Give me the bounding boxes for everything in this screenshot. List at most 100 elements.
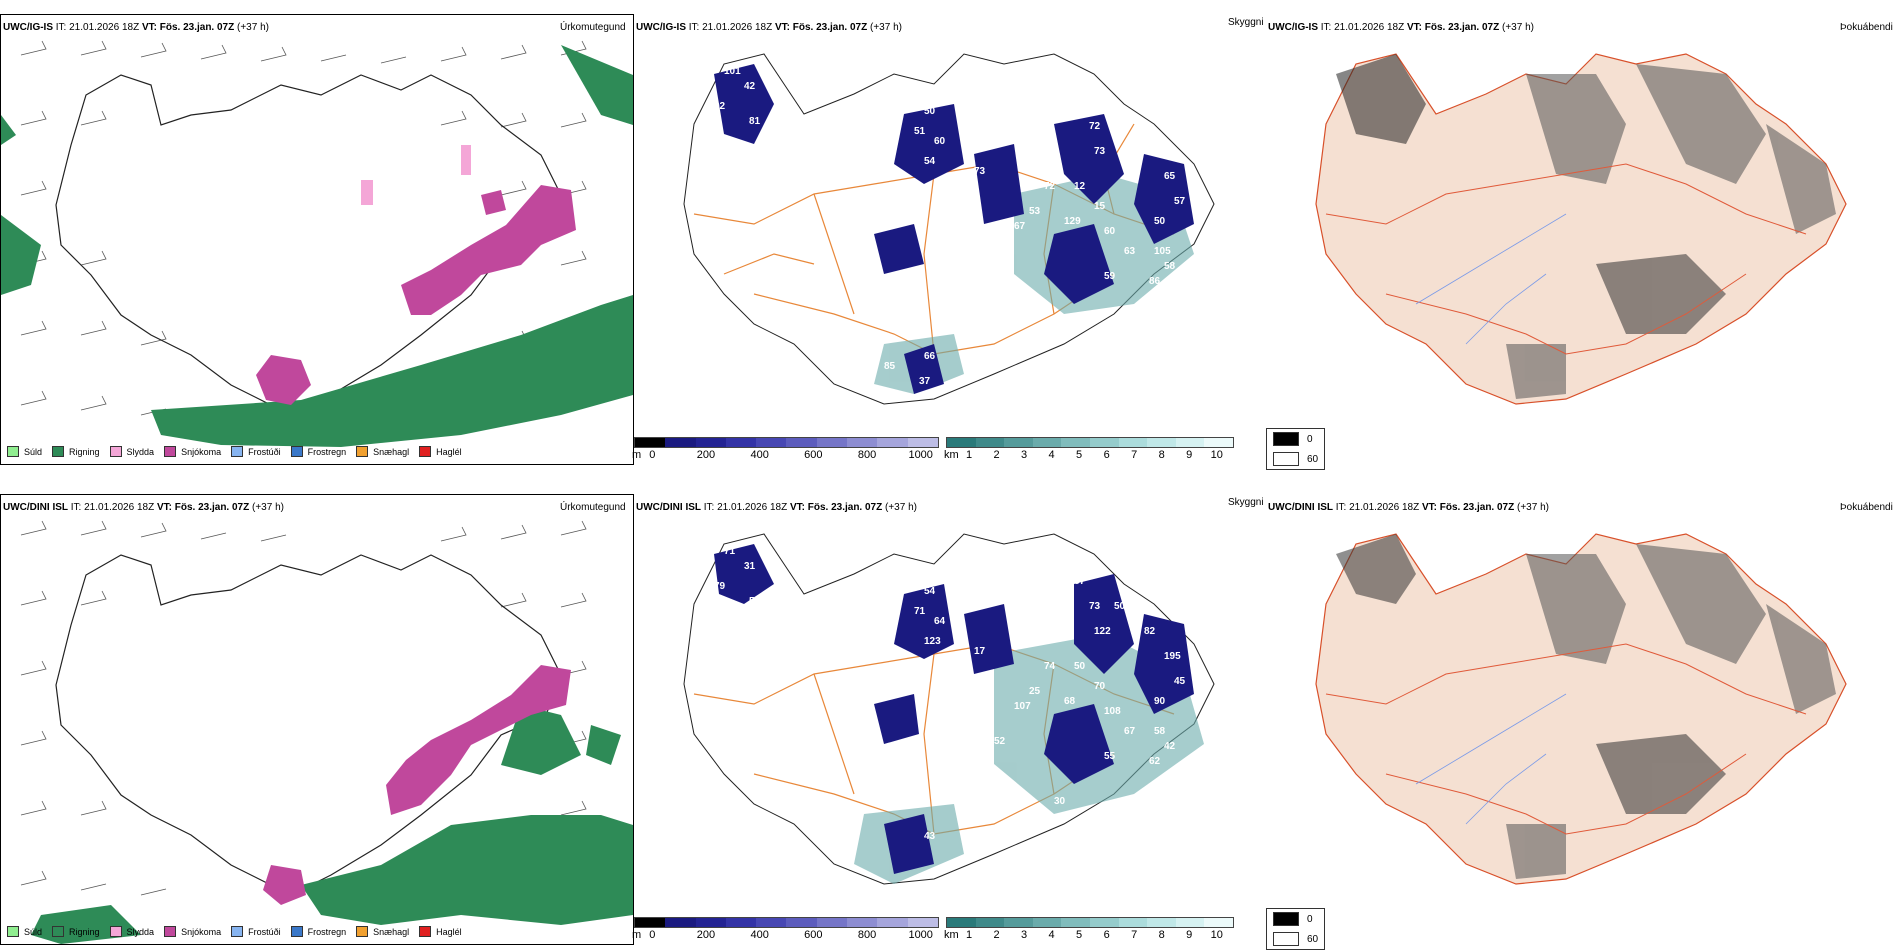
fog-legend-swatch <box>1273 432 1299 446</box>
colorbar-step <box>1089 918 1119 927</box>
colorbar-step <box>947 918 976 927</box>
colorbar-tick: 800 <box>857 449 877 461</box>
legend-swatch <box>419 446 432 457</box>
snow-areas <box>263 665 571 905</box>
vis-value-label: 72 <box>1174 766 1186 777</box>
vis-value-label: 15 <box>1094 201 1106 212</box>
precip-legend: Súld Rigning Slydda Snjókoma Frostúði Frostre… <box>7 446 462 457</box>
vis-title: Skyggni <box>1228 17 1264 28</box>
vis-value-label: 42 <box>744 81 756 92</box>
legend-item: Frostúði <box>231 926 281 937</box>
precip-map <box>1 40 633 447</box>
colorbar-step <box>1061 918 1090 927</box>
vis-value-label: 108 <box>1104 706 1121 717</box>
colorbar-step <box>695 918 726 927</box>
sleet-areas <box>361 145 471 205</box>
colorbar-gradient <box>946 437 1234 448</box>
vis-value-label: 87 <box>1034 156 1046 167</box>
vis-value-label: 49 <box>764 606 776 617</box>
vis-value-label: 105 <box>1154 246 1171 257</box>
vis-value-label: 195 <box>1164 651 1181 662</box>
colorbar-tick: 8 <box>1158 449 1165 461</box>
colorbar-tick: 5 <box>1076 929 1083 941</box>
colorbar-tick: 400 <box>750 449 769 461</box>
legend-label: Snæhagl <box>373 926 410 937</box>
colorbar-tick: 8 <box>1158 929 1165 941</box>
precip-title: Úrkomutegund <box>560 22 626 33</box>
colorbar-step <box>1147 438 1176 447</box>
legend-item: Rigning <box>52 446 100 457</box>
rivers <box>1415 693 1567 825</box>
vis-value-label: 30 <box>1054 796 1066 807</box>
colorbar-tick: 1 <box>965 929 973 941</box>
colorbar-step <box>756 918 787 927</box>
colorbar-step <box>1118 438 1148 447</box>
legend-item: Snæhagl <box>356 446 409 457</box>
precip-panel: Súld Rigning Slydda Snjókoma Frostúði Frostre… <box>0 14 634 465</box>
fog-legend-row: 0 <box>1267 429 1324 449</box>
fog-legend-row: 60 <box>1267 449 1324 469</box>
legend-swatch <box>290 446 303 457</box>
legend-swatch <box>109 446 122 457</box>
colorbar-tick: 2 <box>993 449 1000 461</box>
colorbar-step <box>1175 438 1205 447</box>
fog-legend-label: 60 <box>1307 933 1319 945</box>
colorbar-tick: 600 <box>804 449 823 461</box>
colorbar-tick: 9 <box>1186 929 1193 941</box>
legend-item: Snjókoma <box>164 446 221 457</box>
colorbar-tick: 10 <box>1210 929 1223 941</box>
colorbar-step <box>877 438 908 447</box>
vis-value-label: 72 <box>764 126 776 137</box>
legend-swatch <box>7 926 19 937</box>
colorbar-step <box>975 918 1005 927</box>
vis-value-label: 37 <box>919 376 931 387</box>
vis-value-label: 40 <box>994 256 1006 267</box>
vis-header: UWC/DINI ISL IT: 21.01.2026 18Z VT: Fös.… <box>636 502 917 513</box>
legend-label: Frostúði <box>248 446 281 457</box>
colorbar-tick: 3 <box>1021 449 1028 461</box>
vis-value-label: 65 <box>1164 171 1176 182</box>
vis-value-label: 37 <box>1144 146 1156 157</box>
colorbar-step <box>847 918 878 927</box>
legend-label: Rigning <box>69 446 100 457</box>
colorbar-unit: m <box>632 929 642 941</box>
vis-value-label: 54 <box>924 156 936 167</box>
vis-value-label: 81 <box>749 116 761 127</box>
vis-value-label: 63 <box>1124 246 1136 257</box>
legend-swatch <box>164 926 177 937</box>
fog-title: Þokuábendi <box>1840 502 1893 513</box>
vis-value-label: 45 <box>1174 676 1186 687</box>
colorbar-step <box>1032 438 1062 447</box>
vis-value-label: 64 <box>934 616 946 627</box>
colorbar-tick: 400 <box>750 929 769 941</box>
colorbar-unit: m <box>632 449 642 461</box>
legend-swatch <box>52 446 65 457</box>
vis-value-label: 41 <box>1054 316 1066 327</box>
very-low-vis <box>714 544 1194 874</box>
fog-header: UWC/DINI ISL IT: 21.01.2026 18Z VT: Fös.… <box>1268 502 1549 513</box>
colorbar-step <box>665 438 696 447</box>
colorbar-tick: 9 <box>1186 449 1193 461</box>
legend-label: Frostúði <box>248 926 281 937</box>
colorbar-tick: 2 <box>993 929 1000 941</box>
colorbar-step <box>1004 438 1033 447</box>
fog-legend-row: 0 <box>1267 909 1324 929</box>
vis-value-label: 31 <box>744 561 756 572</box>
colorbar-step <box>947 438 976 447</box>
rain-bands <box>1 45 633 447</box>
legend-item: Súld <box>7 926 42 937</box>
colorbar-tick: 1 <box>965 449 973 461</box>
vis-value-label: 122 <box>1094 626 1111 637</box>
wind-barbs <box>20 520 587 896</box>
fog-panel: 0 60 <box>1266 14 1900 470</box>
colorbar-unit: km <box>944 929 959 941</box>
roads <box>1325 163 1807 355</box>
colorbar-step <box>725 918 757 927</box>
colorbar-step <box>847 438 878 447</box>
colorbar-step <box>877 918 908 927</box>
colorbar-step <box>1204 438 1233 447</box>
fog-shading <box>1336 54 1836 399</box>
legend-item: Frostregn <box>290 926 346 937</box>
